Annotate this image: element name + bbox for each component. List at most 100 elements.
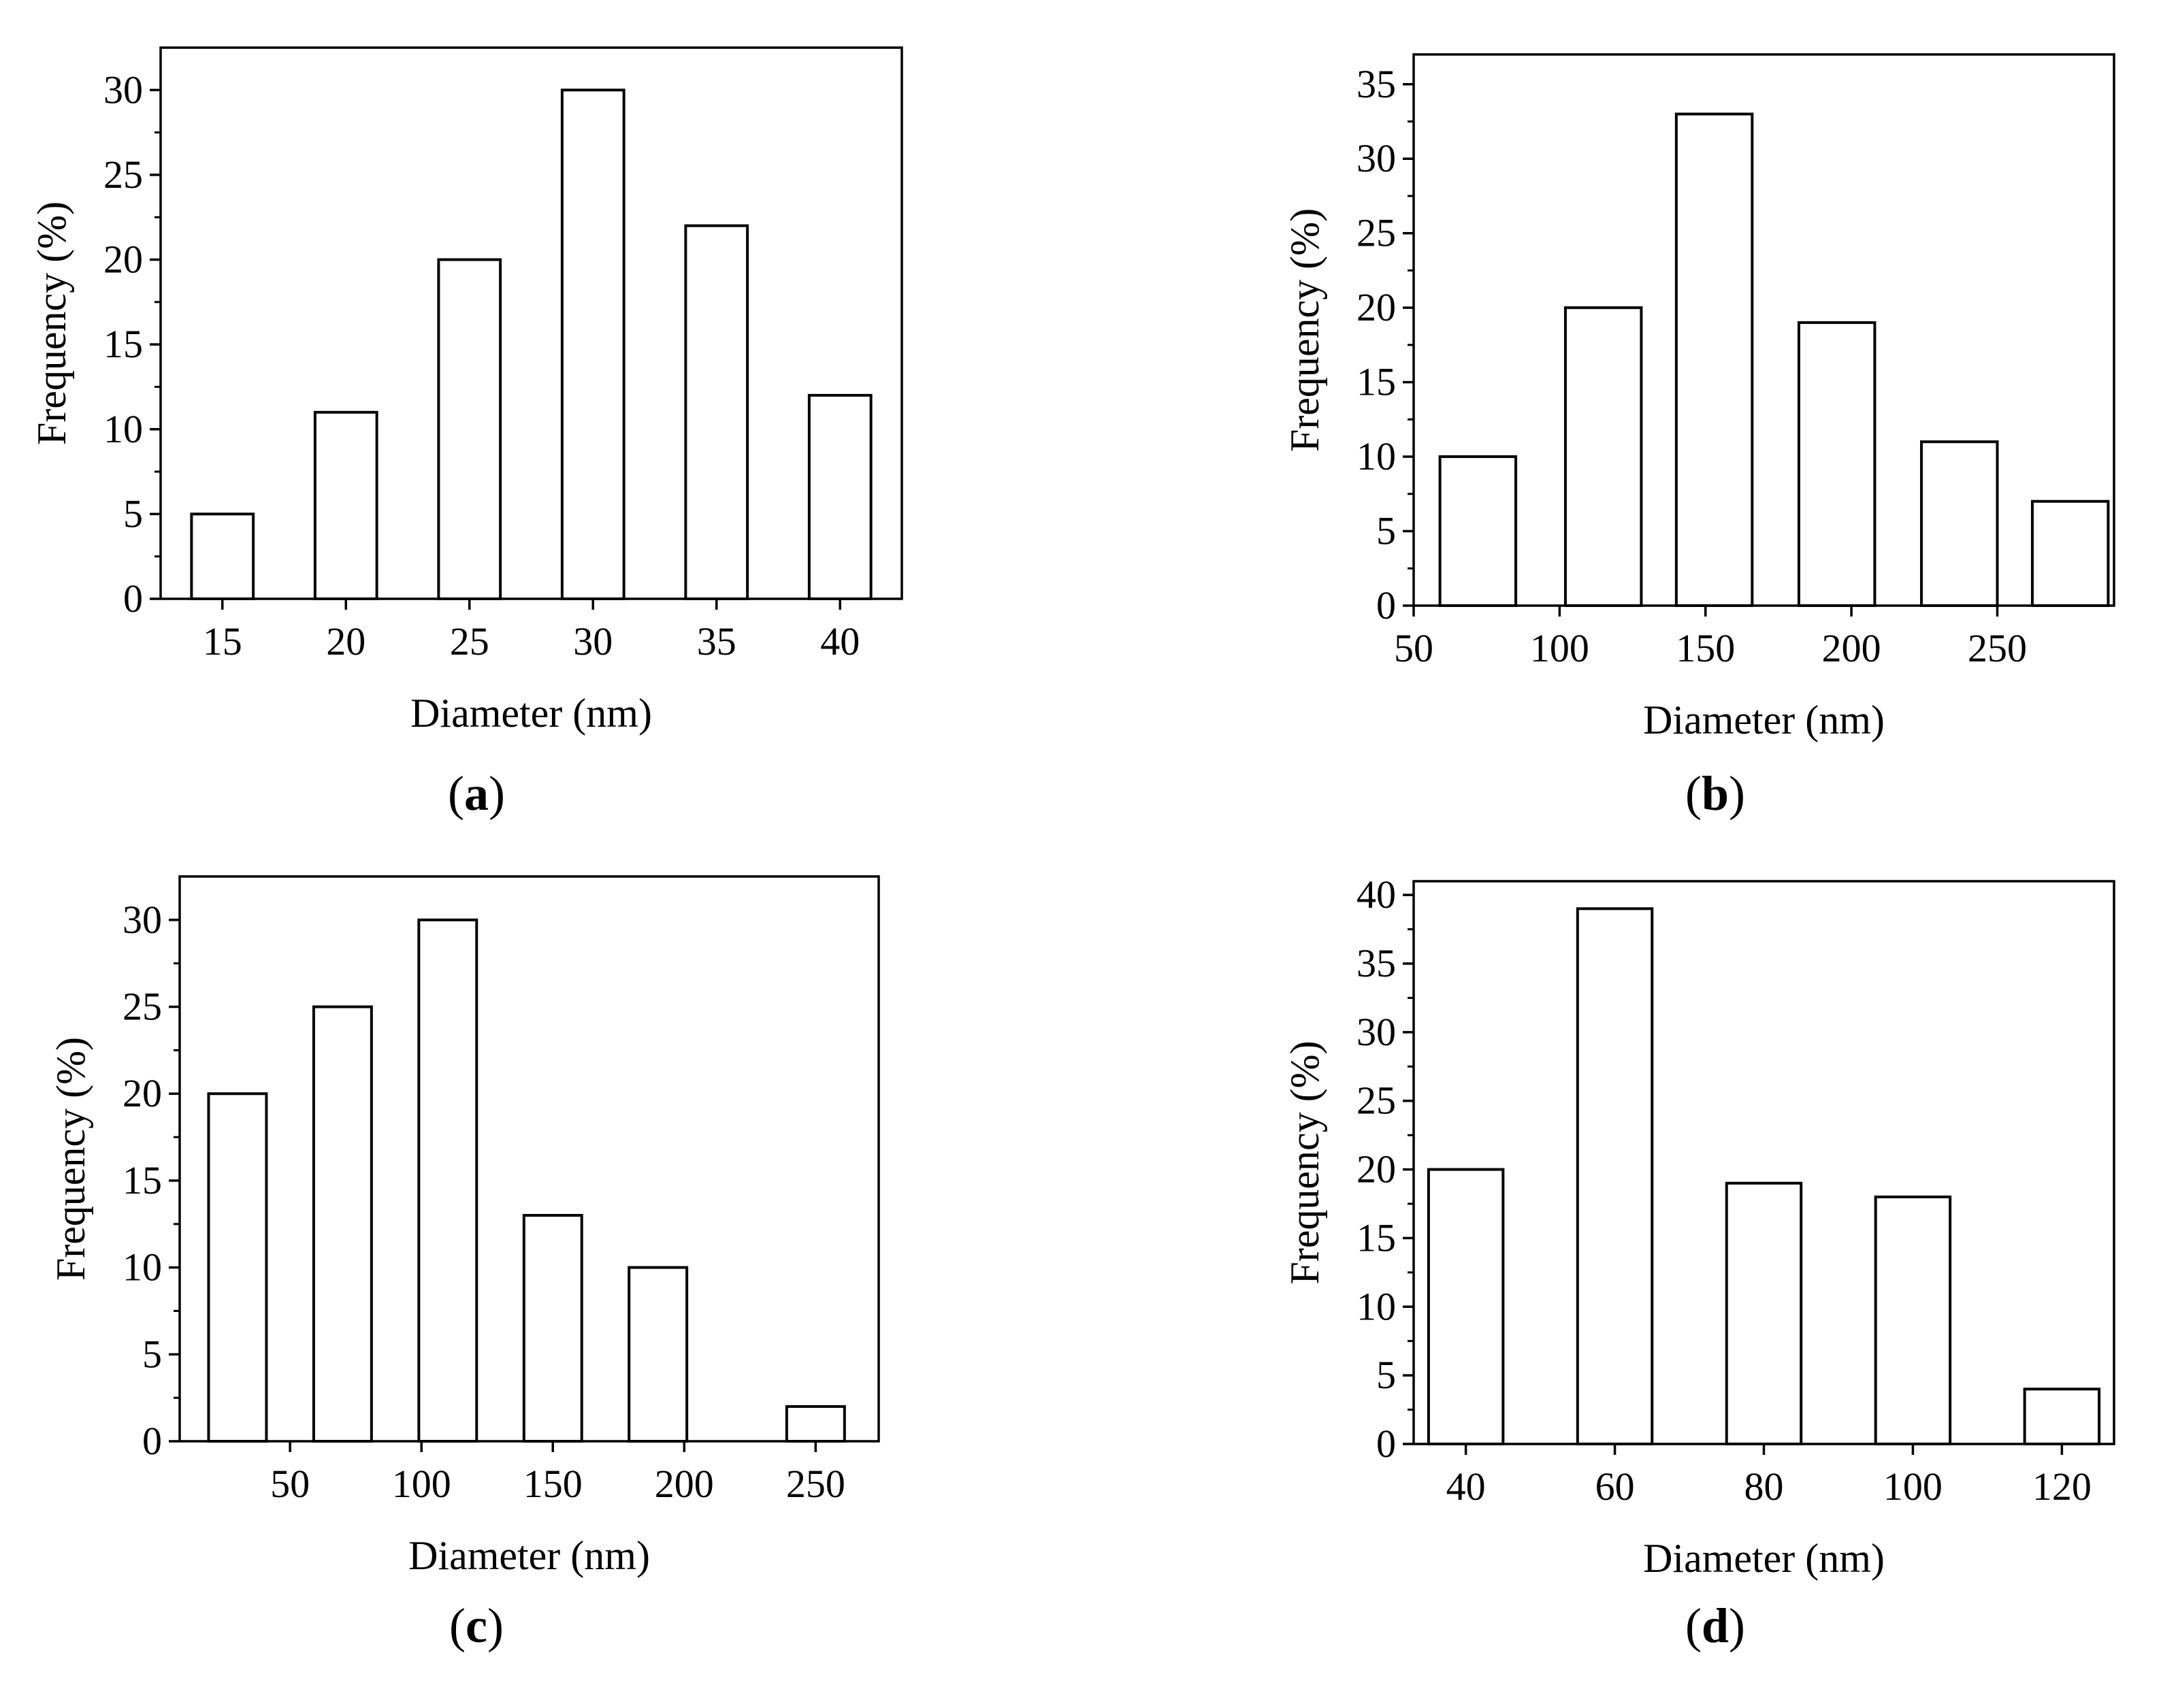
bar [807,393,873,601]
bar [437,258,502,600]
bar [313,410,378,600]
y-tick-label: 5 [1376,509,1396,553]
x-tick-label: 25 [450,619,489,663]
y-tick-label: 0 [142,1419,162,1463]
chart-panel-a: 0 5 10 15 20 25 30 15 20 25 30 35 40 Diameter (nm) Fre… [29,46,903,736]
x-tick-label: 35 [697,619,736,663]
panel-label-d: (d) [1685,1598,1745,1653]
panel-label-letter: c [466,1598,487,1653]
y-tick-label: 20 [123,1071,162,1115]
y-tick-label: 30 [103,67,143,112]
panel-label-letter: a [464,766,489,821]
bar [1797,321,1876,607]
panel-label-paren-open: ( [1685,766,1702,821]
panel-label-paren-open: ( [449,1598,466,1653]
y-tick-label: 15 [103,322,143,366]
bar [1563,306,1643,607]
y-tick-label: 5 [1376,1353,1396,1397]
chart-panel-c: 0 5 10 15 20 25 30 50 100 150 200 250 Diameter (nm) F… [48,875,880,1578]
chart-panel-d: 0 5 10 15 20 25 30 35 40 40 60 80 100 120 Diameter (nm… [1282,872,2115,1581]
panel-label-paren-open: ( [448,766,464,821]
y-axis-title: Frequency (%) [1282,208,1327,452]
plot-frame [1412,53,2115,607]
panel-label-letter: d [1702,1598,1729,1653]
panel-label-b: (b) [1685,766,1745,821]
y-tick-label: 20 [103,237,143,282]
panel-label-paren-open: ( [1685,1598,1702,1653]
y-tick-label: 10 [123,1245,162,1290]
y-tick-label: 10 [103,407,143,451]
y-tick-label: 10 [1356,1284,1396,1328]
x-tick-label: 150 [523,1462,583,1506]
y-tick-label: 15 [1356,1215,1396,1260]
bar [1920,440,1999,608]
bar [1674,112,1754,607]
panel-label-a: (a) [448,766,505,821]
panel-label-paren-close: ) [487,1598,504,1653]
y-tick-label: 30 [123,898,162,942]
bar [560,88,625,601]
x-tick-label: 200 [1822,626,1881,670]
y-tick-label: 5 [142,1332,162,1376]
y-tick-label: 35 [1356,62,1396,106]
y-axis-title: Frequency (%) [29,201,74,445]
panel-label-paren-close: ) [1729,1598,1745,1653]
bar [785,1405,846,1443]
y-tick-label: 25 [103,152,143,197]
x-tick-label: 20 [326,619,365,663]
bar [2023,1387,2101,1445]
x-axis-title: Diameter (nm) [410,691,652,736]
bar [522,1214,583,1443]
y-tick-label: 20 [1356,1147,1396,1192]
y-tick-label: 0 [123,576,143,621]
y-tick-label: 15 [123,1158,162,1202]
y-axis-title: Frequency (%) [48,1037,93,1281]
y-tick-label: 35 [1356,941,1396,985]
bar [628,1266,689,1443]
bar [312,1005,373,1443]
y-tick-label: 0 [1376,1422,1396,1466]
panel-label-letter: b [1702,766,1729,821]
y-tick-label: 25 [123,985,162,1029]
panel-label-paren-close: ) [489,766,505,821]
y-axis-title: Frequency (%) [1282,1040,1327,1284]
panel-label-c: (c) [449,1598,504,1653]
panel-label-paren-close: ) [1729,766,1745,821]
x-tick-label: 100 [1883,1464,1943,1509]
x-axis-title: Diameter (nm) [1643,1536,1885,1581]
bar [684,224,749,600]
y-tick-label: 30 [1356,1010,1396,1054]
bar [1438,455,1518,607]
x-tick-label: 50 [1394,626,1433,670]
y-tick-label: 30 [1356,136,1396,180]
x-axis-title: Diameter (nm) [1643,697,1885,742]
bar [1874,1195,1952,1446]
x-tick-label: 100 [392,1462,451,1506]
bar [1725,1181,1803,1445]
y-tick-label: 40 [1356,872,1396,917]
x-tick-label: 40 [820,619,860,663]
bar [2030,499,2110,608]
y-tick-label: 10 [1356,434,1396,478]
y-tick-label: 5 [123,491,143,536]
x-tick-label: 100 [1530,626,1589,670]
x-tick-label: 30 [573,619,613,663]
x-tick-label: 150 [1676,626,1735,670]
bar [1576,907,1654,1445]
x-tick-label: 60 [1595,1464,1635,1509]
y-tick-label: 0 [1376,583,1396,627]
x-tick-label: 40 [1446,1464,1486,1509]
plot-frame [178,875,880,1443]
bar [1427,1168,1505,1445]
bar [190,512,255,601]
y-tick-label: 25 [1356,211,1396,255]
x-tick-label: 250 [786,1462,845,1506]
y-tick-label: 15 [1356,360,1396,404]
y-tick-label: 20 [1356,285,1396,329]
x-tick-label: 15 [203,619,242,663]
x-tick-label: 200 [655,1462,714,1506]
x-tick-label: 80 [1744,1464,1784,1509]
x-axis-title: Diameter (nm) [408,1533,650,1578]
x-tick-label: 250 [1968,626,2027,670]
